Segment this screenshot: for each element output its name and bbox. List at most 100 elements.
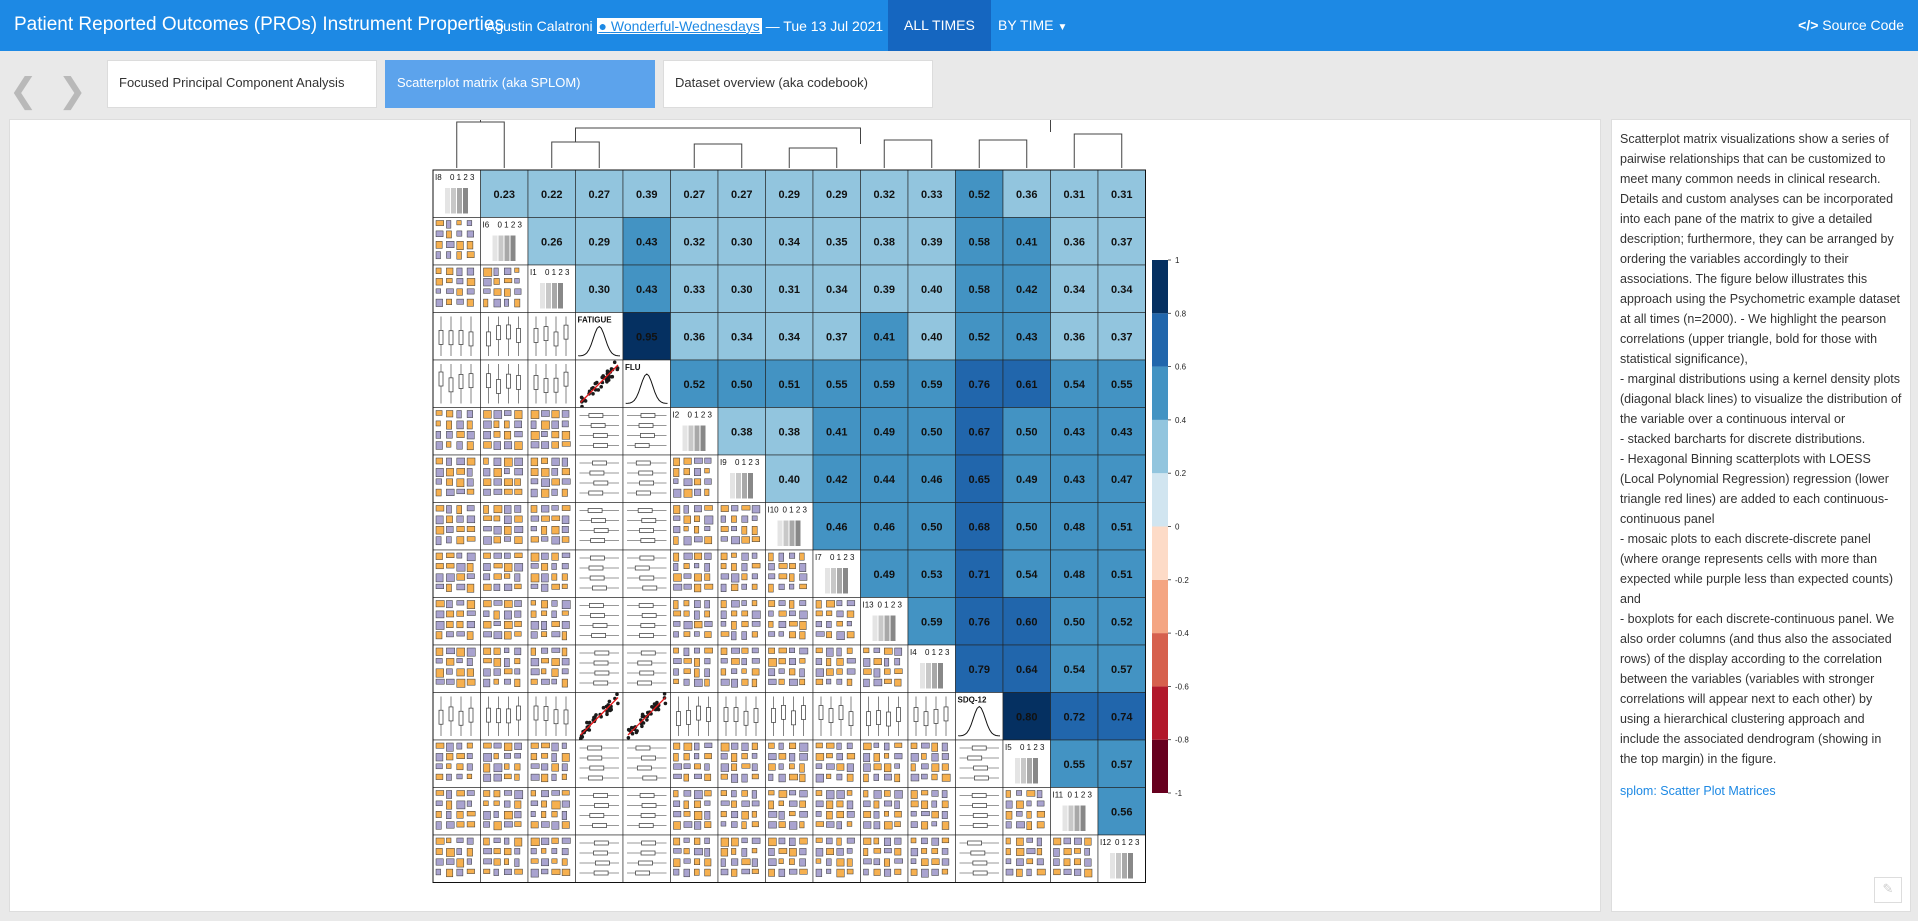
mosaic-tile [694,848,703,856]
mosaic-tile [514,621,522,627]
mosaic-tile [514,478,521,486]
boxplot-box [641,613,657,618]
stacked-bar [890,615,896,641]
correlation-cell [1097,359,1146,408]
tab-fpca[interactable]: Focused Principal Component Analysis [107,60,377,108]
mosaic-tile [551,848,558,854]
mosaic-tile [504,600,513,608]
mosaic-tile [694,773,702,779]
mosaic-tile [799,563,807,572]
mosaic-tile [504,526,512,535]
mosaic-tile [673,668,679,676]
splom-reference-link[interactable]: splom: Scatter Plot Matrices [1620,784,1776,798]
prev-arrow-icon[interactable]: ❮ [9,71,38,111]
mosaic-tile [873,647,881,653]
mosaic-tile [778,583,785,590]
mosaic-tile [456,410,462,419]
mosaic-tile [884,763,892,773]
mosaic-tile [483,837,490,846]
mosaic-tile [514,800,522,809]
edit-icon[interactable]: ✎ [1874,877,1902,903]
correlation-value: 0.37 [826,331,847,343]
boxplot-box [642,585,658,591]
mosaic-tile [446,583,452,592]
correlation-value: 0.50 [1016,521,1037,533]
mosaic-tile [483,573,491,581]
variable-label: I4 [910,648,917,657]
next-arrow-icon[interactable]: ❯ [58,71,87,111]
mosaic-tile [826,647,834,657]
mosaic-tile [731,563,737,571]
mosaic-tile [815,821,824,827]
correlation-value: 0.76 [969,616,990,628]
mosaic-tile [910,837,917,844]
nav-by-time[interactable]: BY TIME ▼ [982,0,1083,51]
mosaic-tile [541,573,549,583]
mosaic-tile [1005,858,1012,865]
mosaic-tile [704,773,712,781]
tab-splom[interactable]: Scatterplot matrix (aka SPLOM) [385,60,655,108]
boxplot-box [593,680,609,686]
mosaic-tile [435,457,443,465]
correlation-value: 0.44 [874,474,896,486]
mosaic-tile [778,763,784,770]
source-code-link[interactable]: </> Source Code [1798,17,1904,33]
stacked-bar [831,568,836,594]
mosaic-tile [884,858,890,867]
mosaic-tile [456,821,465,828]
mosaic-tile [456,668,465,677]
mosaic-tile [561,441,571,447]
mosaic-tile [826,773,832,779]
mosaic-tile [435,821,442,830]
mosaic-tile [873,868,881,876]
mosaic-tile [720,763,729,772]
mosaic-tile [704,468,710,474]
mosaic-tile [541,742,550,749]
mosaic-tile [694,668,700,678]
tab-codebook[interactable]: Dataset overview (aka codebook) [663,60,933,108]
mosaic-tile [789,563,796,569]
mosaic-tile [751,753,758,759]
correlation-cell [955,359,1004,408]
colorbar-tick-label: -0.4 [1175,629,1189,638]
boxplot-box [590,613,605,618]
mosaic-tile [931,763,940,772]
correlation-cell [622,264,671,313]
mosaic-tile [789,658,796,665]
github-link[interactable]: ● Wonderful-Wednesdays [596,18,762,34]
mosaic-tile [683,790,692,797]
nav-all-times[interactable]: ALL TIMES [888,0,991,51]
correlation-value: 0.54 [1064,379,1086,391]
boxplot-box [595,860,610,866]
boxplot-box [563,709,569,725]
correlation-value: 0.34 [1064,284,1086,296]
hexbin-point [655,700,659,705]
correlation-cell [1050,407,1099,456]
correlation-value: 0.59 [921,616,942,628]
mosaic-tile [826,837,833,845]
correlation-cell [1097,692,1146,741]
mosaic-tile [456,811,464,819]
mosaic-tile [846,868,854,875]
mosaic-tile [504,848,512,856]
boxplot-box [636,765,652,771]
mosaic-tile [514,536,523,544]
mosaic-tile [751,583,758,590]
mosaic-tile [768,821,777,829]
mosaic-tile [551,610,557,618]
mosaic-tile [863,790,869,798]
mosaic-tile [1026,800,1032,807]
diagonal-cell [432,169,481,218]
mosaic-tile [683,658,692,664]
mosaic-tile [683,478,693,487]
mosaic-tile [694,742,700,751]
mosaic-tile [493,457,502,466]
mosaic-tile [514,526,524,533]
correlation-value: 0.57 [1111,664,1132,676]
mosaic-tile [504,420,510,429]
mosaic-tile [483,468,491,477]
boxplot-box [496,708,501,724]
mosaic-tile [541,468,550,477]
mosaic-tile [551,410,560,419]
mosaic-tile [551,583,560,590]
